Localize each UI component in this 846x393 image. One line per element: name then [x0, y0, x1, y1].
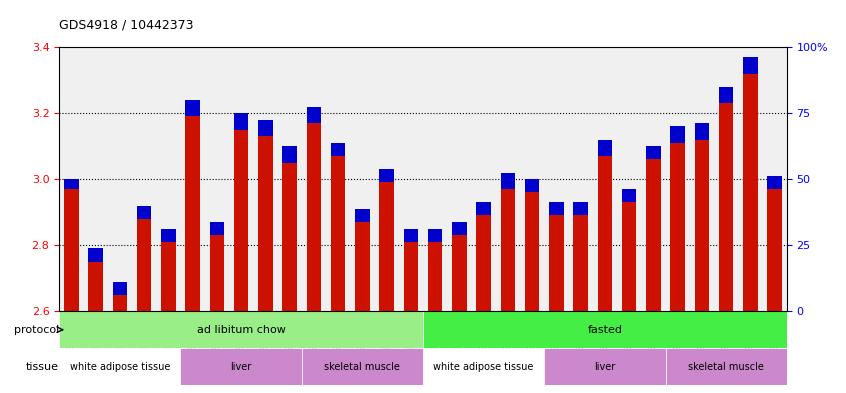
Bar [379, 182, 394, 311]
Bar [113, 295, 127, 311]
Text: ad libitum chow: ad libitum chow [196, 325, 286, 335]
Bar [88, 248, 103, 262]
Bar [695, 123, 709, 140]
Bar [355, 222, 370, 311]
Bar [574, 215, 588, 311]
Bar [306, 123, 321, 311]
FancyBboxPatch shape [302, 348, 423, 385]
Bar [670, 127, 685, 143]
Bar [452, 235, 467, 311]
Bar [695, 140, 709, 311]
FancyBboxPatch shape [59, 311, 423, 348]
Bar [113, 281, 127, 295]
Bar [525, 193, 540, 311]
Text: liver: liver [230, 362, 252, 372]
Text: protocol: protocol [14, 325, 59, 335]
Bar [283, 146, 297, 163]
Bar [210, 235, 224, 311]
FancyBboxPatch shape [59, 348, 180, 385]
Bar [283, 163, 297, 311]
FancyBboxPatch shape [666, 348, 787, 385]
Bar [258, 120, 272, 136]
Bar [767, 189, 782, 311]
Bar [185, 100, 200, 116]
Bar [622, 202, 636, 311]
Bar [501, 189, 515, 311]
Bar [525, 179, 540, 193]
Bar [185, 116, 200, 311]
Text: skeletal muscle: skeletal muscle [324, 362, 400, 372]
Text: fasted: fasted [587, 325, 623, 335]
Bar [719, 87, 733, 103]
Bar [137, 206, 151, 219]
Bar [258, 136, 272, 311]
Bar [743, 73, 758, 311]
Bar [379, 169, 394, 182]
Text: tissue: tissue [26, 362, 59, 372]
Bar [743, 57, 758, 73]
Bar [331, 143, 345, 156]
Bar [210, 222, 224, 235]
Text: GDS4918 / 10442373: GDS4918 / 10442373 [59, 18, 194, 31]
Bar [622, 189, 636, 202]
Bar [88, 262, 103, 311]
Bar [501, 173, 515, 189]
Bar [452, 222, 467, 235]
Text: skeletal muscle: skeletal muscle [688, 362, 764, 372]
Bar [404, 242, 418, 311]
FancyBboxPatch shape [544, 348, 666, 385]
Bar [719, 103, 733, 311]
Bar [767, 176, 782, 189]
Bar [137, 219, 151, 311]
Bar [646, 160, 661, 311]
Bar [574, 202, 588, 215]
Text: white adipose tissue: white adipose tissue [433, 362, 534, 372]
Bar [549, 202, 563, 215]
Bar [355, 209, 370, 222]
Bar [233, 130, 249, 311]
Bar [428, 242, 442, 311]
Bar [549, 215, 563, 311]
Bar [161, 229, 176, 242]
Bar [233, 113, 249, 130]
Bar [597, 140, 613, 156]
Text: liver: liver [594, 362, 616, 372]
Bar [670, 143, 685, 311]
Bar [404, 229, 418, 242]
Bar [161, 242, 176, 311]
Bar [597, 156, 613, 311]
Bar [428, 229, 442, 242]
Bar [476, 215, 491, 311]
FancyBboxPatch shape [423, 348, 544, 385]
Bar [476, 202, 491, 215]
Bar [64, 189, 79, 311]
Bar [306, 107, 321, 123]
Bar [331, 156, 345, 311]
Bar [646, 146, 661, 160]
FancyBboxPatch shape [423, 311, 787, 348]
FancyBboxPatch shape [180, 348, 302, 385]
Bar [64, 179, 79, 189]
Text: white adipose tissue: white adipose tissue [69, 362, 170, 372]
